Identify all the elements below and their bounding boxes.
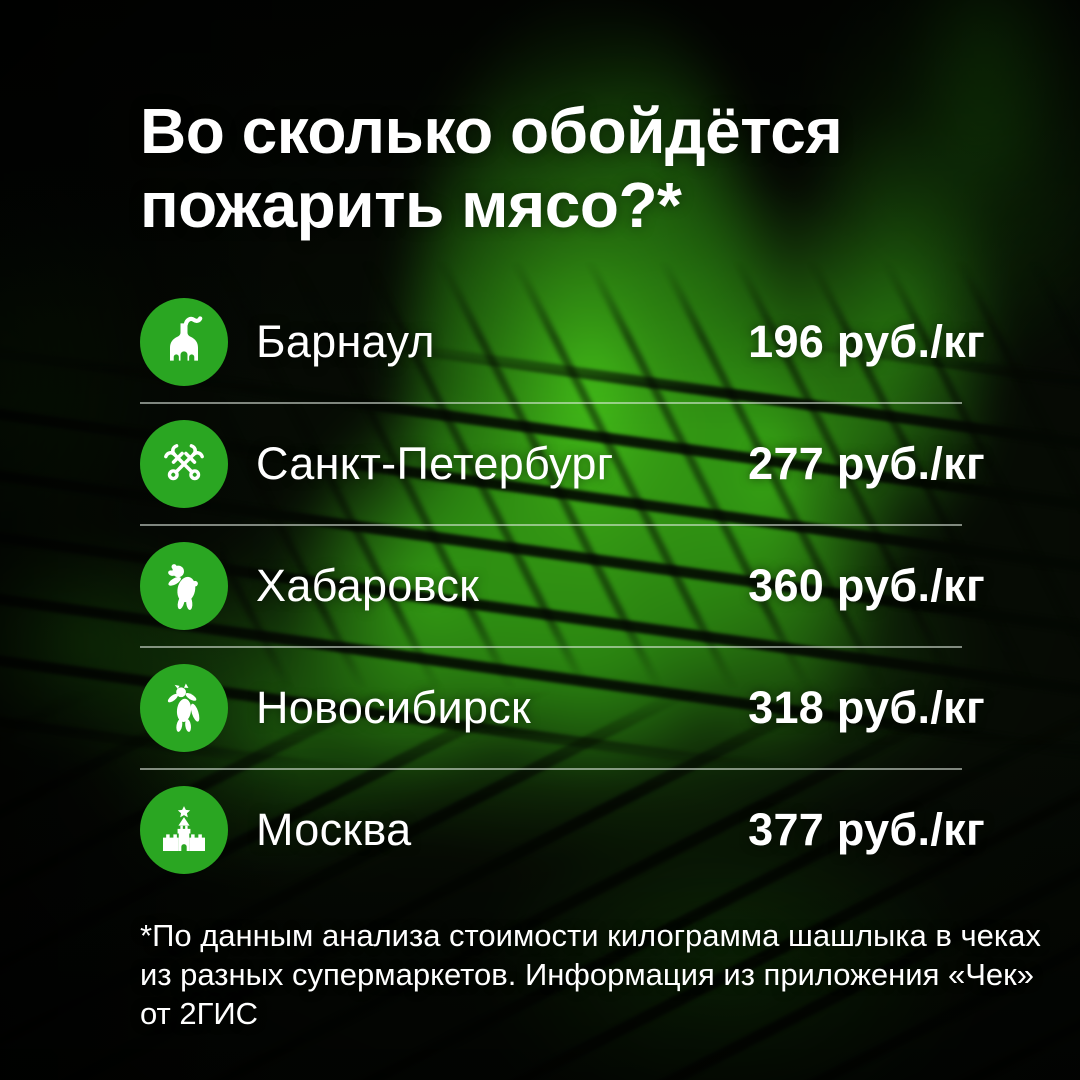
khabarovsk-bear-icon	[168, 564, 198, 610]
footnote-line-3: от 2ГИС	[140, 996, 259, 1031]
city-badge	[140, 542, 228, 630]
city-label: Хабаровск	[256, 560, 480, 611]
row-divider	[140, 524, 962, 526]
list-item-khabarovsk: Хабаровск 360 руб./кг	[140, 542, 985, 630]
city-badge	[140, 298, 228, 386]
novosibirsk-sable-icon	[167, 683, 200, 732]
footnote-line-2: из разных супермаркетов. Информация из п…	[140, 957, 1034, 992]
row-divider	[140, 646, 962, 648]
city-price-list: Барнаул 196 руб./кг	[140, 298, 985, 874]
page-title-line-2: пожарить мясо?*	[140, 169, 682, 241]
list-item-novosibirsk: Новосибирск 318 руб./кг	[140, 664, 985, 752]
price-value: 277 руб./кг	[748, 438, 985, 489]
price-value: 318 руб./кг	[748, 682, 985, 733]
price-value: 360 руб./кг	[748, 560, 985, 611]
page-title: Во сколько обойдётся пожарить мясо?*	[140, 94, 843, 242]
city-label: Санкт-Петербург	[256, 438, 614, 489]
list-item-moscow: Москва 377 руб./кг	[140, 786, 985, 874]
list-item-saint-petersburg: Санкт-Петербург 277 руб./кг	[140, 420, 985, 508]
city-badge	[140, 786, 228, 874]
city-label: Барнаул	[256, 316, 435, 367]
city-label: Москва	[256, 804, 412, 855]
row-divider	[140, 402, 962, 404]
price-value: 196 руб./кг	[748, 316, 985, 367]
footnote: *По данным анализа стоимости килограмма …	[140, 916, 1041, 1033]
row-divider	[140, 768, 962, 770]
footnote-line-1: *По данным анализа стоимости килограмма …	[140, 918, 1041, 953]
barnaul-coat-of-arms-icon	[170, 316, 203, 361]
saint-petersburg-crossed-anchors-icon	[164, 444, 204, 481]
price-value: 377 руб./кг	[748, 804, 985, 855]
page-title-line-1: Во сколько обойдётся	[140, 95, 843, 167]
moscow-kremlin-tower-icon	[163, 806, 205, 851]
city-badge	[140, 420, 228, 508]
city-badge	[140, 664, 228, 752]
city-label: Новосибирск	[256, 682, 532, 733]
list-item-barnaul: Барнаул 196 руб./кг	[140, 298, 985, 386]
